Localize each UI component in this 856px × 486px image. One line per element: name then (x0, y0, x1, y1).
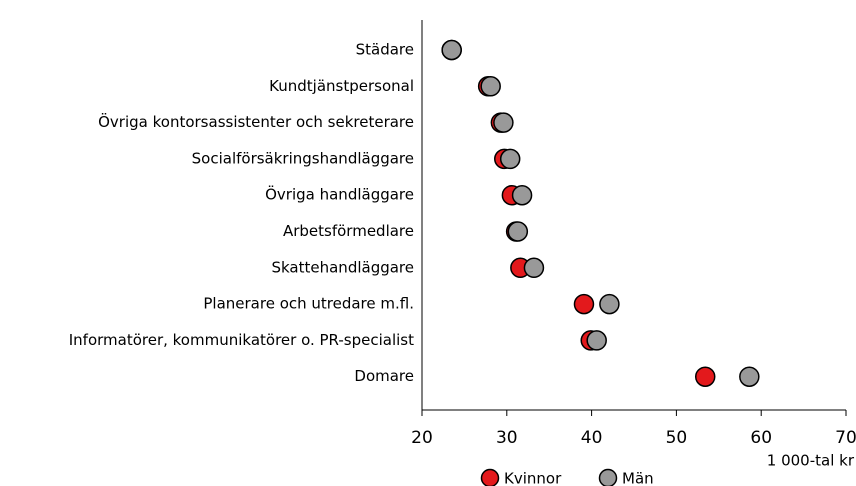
x-tick-label: 70 (835, 428, 856, 448)
y-tick-label: Planerare och utredare m.fl. (203, 295, 414, 313)
dot (493, 112, 514, 133)
x-tick-label: 60 (750, 428, 772, 448)
x-tick-label: 30 (496, 428, 518, 448)
dot (499, 148, 521, 170)
dot (586, 330, 607, 351)
dot (441, 39, 462, 61)
dot (480, 76, 501, 97)
x-tick-label: 50 (666, 428, 688, 448)
x-axis-label: 1 000-tal kr (767, 452, 855, 470)
y-tick-label: Kundtjänstpersonal (269, 77, 414, 95)
dot (573, 293, 595, 315)
y-tick-label: Informatörer, kommunikatörer o. PR-speci… (69, 331, 414, 349)
dot (599, 293, 620, 315)
dot (523, 257, 545, 279)
y-tick-label: Domare (354, 367, 414, 385)
y-tick-label: Övriga kontorsassistenter och sekreterar… (98, 112, 414, 131)
y-tick-label: Arbetsförmedlare (283, 222, 414, 240)
dot (739, 366, 760, 387)
y-tick-label: Städare (356, 41, 414, 59)
y-tick-label: Skattehandläggare (271, 258, 414, 276)
dot (507, 221, 529, 242)
x-tick-label: 40 (581, 428, 603, 448)
legend-label: Kvinnor (504, 470, 562, 486)
dot (511, 184, 533, 206)
x-tick-label: 20 (411, 428, 433, 448)
dot (694, 366, 716, 387)
y-tick-label: Socialförsäkringshandläggare (192, 149, 414, 167)
legend-marker (598, 468, 618, 486)
legend-label: Män (622, 470, 654, 486)
legend-marker (480, 468, 500, 486)
y-tick-label: Övriga handläggare (265, 185, 414, 204)
